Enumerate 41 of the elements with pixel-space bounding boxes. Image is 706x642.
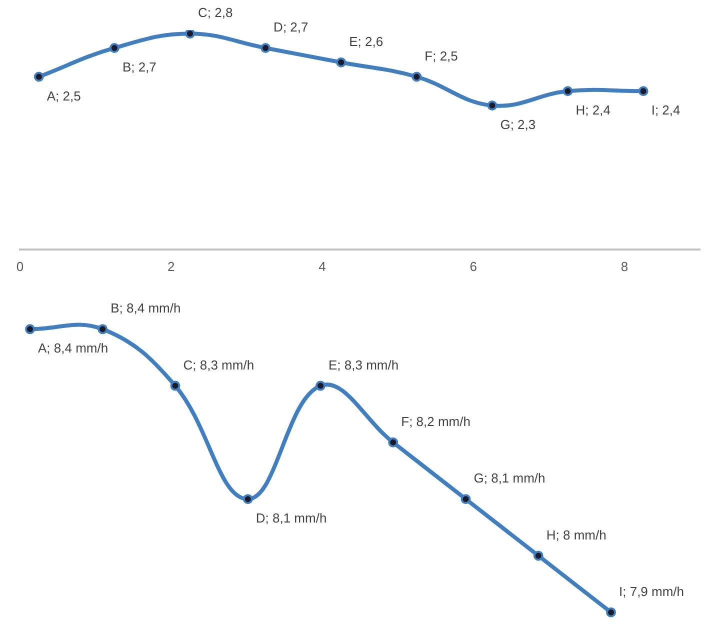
point <box>25 324 35 334</box>
data-label: E; 2,6 <box>349 34 384 49</box>
point <box>388 437 398 448</box>
point <box>606 607 616 618</box>
point <box>98 324 108 334</box>
data-label: D; 8,1 mm/h <box>256 510 327 526</box>
point <box>242 494 253 504</box>
data-label: C; 8,3 mm/h <box>183 357 254 372</box>
point <box>260 42 271 53</box>
data-label: H; 2,4 <box>576 102 610 118</box>
x-tick-label: 0 <box>16 258 24 274</box>
point <box>316 380 326 391</box>
point <box>109 42 120 53</box>
point <box>533 550 544 561</box>
point <box>562 86 573 96</box>
data-label: F; 2,5 <box>424 48 458 64</box>
point <box>412 72 422 82</box>
point <box>185 30 195 39</box>
data-label: I; 2,4 <box>651 102 680 118</box>
data-label: C; 2,8 <box>198 5 233 20</box>
data-label: H; 8 mm/h <box>546 527 606 542</box>
x-tick-label: 6 <box>470 258 477 274</box>
data-label: A; 8,4 mm/h <box>38 340 108 356</box>
data-label: F; 8,2 mm/h <box>401 414 470 430</box>
data-label: B; 8,4 mm/h <box>110 300 181 316</box>
point <box>487 100 498 111</box>
point <box>170 380 180 391</box>
point <box>638 86 648 96</box>
point <box>460 494 471 504</box>
x-tick-label: 4 <box>318 258 326 274</box>
data-label: A; 2,5 <box>46 88 81 104</box>
data-label: I; 7,9 mm/h <box>619 584 684 599</box>
data-label: D; 2,7 <box>274 20 308 35</box>
data-label: E; 8,3 mm/h <box>328 357 399 372</box>
x-tick-label: 8 <box>620 258 628 274</box>
data-label: B; 2,7 <box>122 60 156 75</box>
x-tick-label: 2 <box>167 258 175 274</box>
data-label: G; 2,3 <box>500 117 536 132</box>
point <box>336 57 346 68</box>
data-label: G; 8,1 mm/h <box>474 470 546 486</box>
point <box>34 72 44 82</box>
